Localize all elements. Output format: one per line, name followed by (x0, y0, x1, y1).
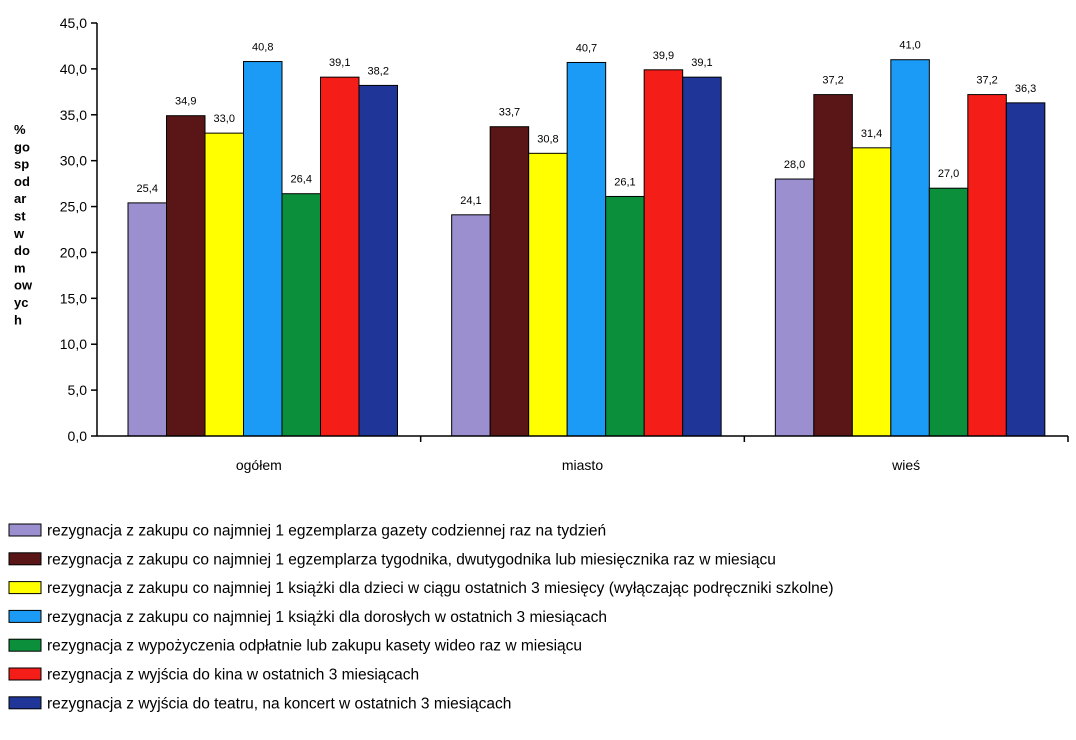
bar-value-label: 25,4 (137, 183, 158, 195)
category-label: miasto (562, 457, 603, 473)
y-axis-label-line: ar (14, 191, 26, 206)
legend-swatch (8, 581, 42, 595)
legend-swatch (8, 638, 42, 652)
bar (605, 195, 645, 437)
y-axis-label-line: % (14, 122, 26, 137)
bar (528, 152, 568, 437)
category-labels: ogółem miasto wieś (236, 457, 920, 473)
bar-value-label: 39,9 (653, 50, 674, 62)
bar (489, 126, 530, 437)
bar (127, 202, 167, 437)
legend-label: rezygnacja z zakupu co najmniej 1 książk… (47, 609, 607, 626)
bar (358, 84, 398, 437)
bar (682, 76, 722, 437)
bar-value-label: 33,0 (214, 113, 235, 125)
y-tick-label: 45,0 (60, 15, 87, 31)
y-tick-label: 20,0 (60, 244, 87, 260)
bar (774, 178, 815, 437)
bar-value-label: 37,2 (822, 75, 843, 87)
bar-value-label: 26,1 (614, 176, 635, 188)
bar-value-label: 26,4 (291, 174, 312, 186)
bar-value-label: 28,0 (784, 159, 805, 171)
bar-value-label: 40,8 (252, 42, 273, 54)
y-axis-label-line: ow (14, 278, 33, 293)
bar-value-label: 31,4 (861, 128, 882, 140)
y-axis-label-line: w (13, 226, 25, 241)
legend-label: rezygnacja z zakupu co najmniej 1 egzemp… (47, 523, 606, 540)
bar (320, 76, 360, 437)
legend-label: rezygnacja z wypożyczenia odpłatnie lub … (47, 638, 582, 655)
y-tick-label: 15,0 (60, 290, 87, 306)
legend-label: rezygnacja z zakupu co najmniej 1 książk… (47, 580, 834, 597)
bar (851, 147, 892, 437)
bar-value-label: 24,1 (460, 195, 481, 207)
bar-value-label: 27,0 (938, 168, 959, 180)
bar-value-label: 39,1 (329, 57, 350, 69)
y-axis-label-line: h (14, 312, 22, 327)
bar (1005, 102, 1046, 437)
legend-label: rezygnacja z zakupu co najmniej 1 egzemp… (47, 551, 776, 568)
y-axis-label-line: sp (14, 157, 29, 172)
bar (166, 115, 206, 437)
bar-value-label: 41,0 (899, 40, 920, 52)
bar-value-label: 37,2 (976, 75, 997, 87)
y-axis-label-line: st (14, 209, 26, 224)
bars (127, 59, 1046, 437)
bar (890, 59, 930, 437)
category-label: ogółem (236, 457, 282, 473)
bar (204, 132, 244, 437)
y-axis-label-line: m (14, 260, 26, 275)
legend-swatch (8, 696, 42, 710)
y-tick-label: 30,0 (60, 153, 87, 169)
bar-value-label: 38,2 (368, 65, 389, 77)
legend-swatch (8, 552, 42, 566)
bar (928, 187, 969, 437)
y-tick-label: 5,0 (68, 382, 88, 398)
legend-label: rezygnacja z wyjścia do teatru, na konce… (47, 695, 511, 712)
bar-value-label: 30,8 (537, 133, 558, 145)
bar (243, 61, 283, 437)
y-tick-label: 10,0 (60, 336, 87, 352)
bar-value-label: 34,9 (175, 96, 196, 108)
y-tick-label: 25,0 (60, 199, 87, 215)
legend-swatch (8, 609, 42, 623)
value-labels: 25,4 34,9 33,0 40,8 26,4 39,1 38,2 24,1 33,7 30,8… (137, 40, 1037, 207)
bar-value-label: 36,3 (1015, 83, 1036, 95)
y-axis-ticks: 0,0 5,0 10,0 15,0 20,0 25,0 30,0 35,0 40,0 45,0 (60, 15, 97, 444)
legend: rezygnacja z zakupu co najmniej 1 egzemp… (8, 523, 834, 712)
bar (451, 214, 491, 437)
axes (96, 23, 1069, 442)
y-axis-label-line: od (14, 174, 30, 189)
bar (967, 94, 1007, 437)
bar (566, 61, 607, 437)
bar (643, 69, 684, 437)
legend-swatch (8, 523, 42, 537)
bar-value-label: 33,7 (499, 107, 520, 119)
bar (813, 94, 853, 437)
y-axis-label: % go sp od ar st w do m ow yc h (13, 122, 33, 327)
bar-value-label: 40,7 (576, 42, 597, 54)
y-tick-label: 40,0 (60, 61, 87, 77)
y-axis-label-line: yc (14, 295, 28, 310)
category-label: wieś (891, 457, 920, 473)
bar (281, 193, 321, 437)
y-tick-label: 0,0 (68, 428, 88, 444)
legend-swatch (8, 667, 42, 681)
legend-label: rezygnacja z wyjścia do kina w ostatnich… (47, 667, 419, 684)
bar-value-label: 39,1 (691, 57, 712, 69)
y-axis-label-line: do (14, 243, 30, 258)
y-axis-label-line: go (14, 139, 30, 154)
y-tick-label: 35,0 (60, 107, 87, 123)
